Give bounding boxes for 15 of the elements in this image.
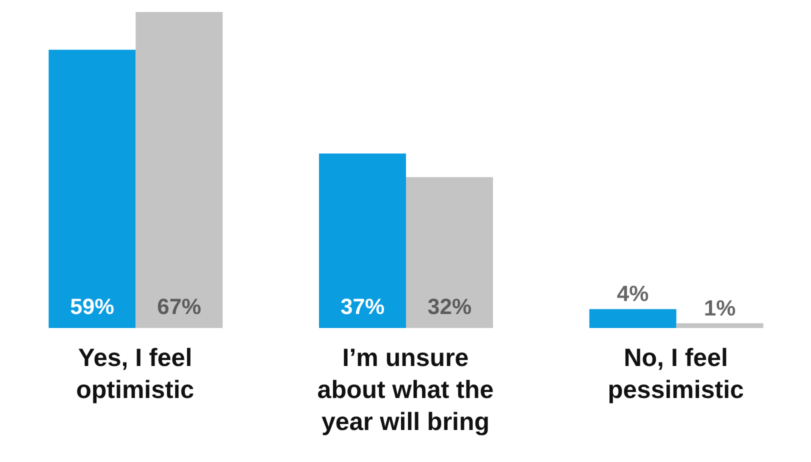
data-label: 37% [340,294,385,319]
data-label: 4% [616,281,649,306]
bar [589,309,676,328]
bar [318,153,406,328]
bar [406,177,493,328]
data-label: 1% [704,295,736,320]
data-label: 59% [70,294,114,319]
bar [676,323,764,328]
x-tick-label: Yes, I feel optimistic [76,344,194,404]
data-label: 32% [427,294,472,319]
x-tick-label: No, I feel pessimistic [608,344,744,404]
bar [48,50,136,328]
data-label: 67% [157,294,202,319]
bar [136,12,223,328]
x-tick-label: I’m unsure about what the year will bring [317,344,494,436]
